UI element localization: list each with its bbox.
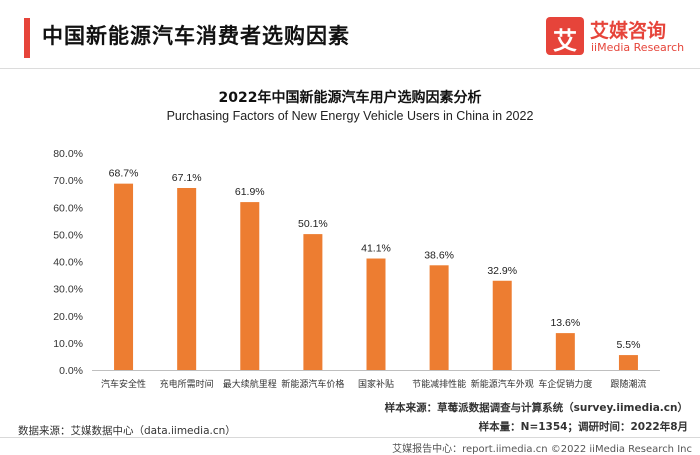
y-tick-label: 70.0% (53, 175, 83, 187)
bar (618, 355, 638, 370)
logo-mark-icon: 艾 (546, 17, 584, 55)
logo-text-en: iiMedia Research (591, 41, 685, 54)
chart-subtitle: Purchasing Factors of New Energy Vehicle… (166, 109, 534, 123)
x-tick-label: 跟随潮流 (610, 378, 646, 390)
bar (555, 333, 575, 370)
sample-source-note: 样本来源：草莓派数据调查与计算系统（survey.iimedia.cn） (384, 402, 688, 414)
y-tick-label: 80.0% (53, 148, 83, 160)
data-label: 67.1% (172, 172, 202, 184)
value-labels: 68.7% 67.1% 61.9% 50.1% 41.1% 38.6% 32.9% 13.6%… (109, 168, 641, 351)
y-tick-label: 10.0% (53, 338, 83, 350)
x-tick-label: 汽车安全性 (101, 378, 146, 390)
x-tick-label: 新能源汽车价格 (281, 378, 344, 390)
y-tick-label: 50.0% (53, 229, 83, 241)
x-tick-label: 节能减排性能 (412, 378, 466, 390)
y-tick-label: 60.0% (53, 202, 83, 214)
x-tick-label: 车企促销力度 (538, 378, 592, 390)
title-accent-bar (24, 18, 30, 58)
y-tick-label: 0.0% (59, 365, 83, 377)
data-label: 32.9% (487, 265, 517, 277)
page-title: 中国新能源汽车消费者选购因素 (42, 24, 350, 48)
bar (303, 234, 323, 370)
bar (366, 258, 386, 370)
data-label: 61.9% (235, 186, 265, 198)
iimedia-logo: 艾 艾媒咨询 iiMedia Research (546, 15, 686, 57)
data-label: 41.1% (361, 243, 391, 255)
bar (492, 280, 512, 370)
data-source-note: 数据来源：艾媒数据中心（data.iimedia.cn） (18, 425, 236, 437)
header-divider (0, 68, 700, 69)
footer-divider (0, 437, 700, 438)
data-label: 68.7% (109, 168, 139, 180)
x-tick-label: 最大续航里程 (223, 378, 277, 390)
bar (429, 265, 449, 370)
chart-title: 2022年中国新能源汽车用户选购因素分析 (218, 90, 482, 106)
y-tick-label: 20.0% (53, 311, 83, 323)
sample-size-note: 样本量：N=1354；调研时间：2022年8月 (478, 421, 688, 433)
bar (240, 202, 260, 370)
data-label: 5.5% (616, 339, 640, 351)
copyright-note: 艾媒报告中心：report.iimedia.cn ©2022 iiMedia R… (392, 444, 692, 455)
data-label: 50.1% (298, 218, 328, 230)
x-tick-label: 充电所需时间 (160, 378, 214, 390)
data-label: 13.6% (550, 317, 580, 329)
y-tick-label: 30.0% (53, 284, 83, 296)
x-tick-label: 新能源汽车外观 (471, 378, 534, 390)
y-axis: 0.0% 10.0% 20.0% 30.0% 40.0% 50.0% 60.0% 70.0% 8… (53, 148, 83, 377)
bar (114, 183, 134, 370)
logo-text-cn: 艾媒咨询 (590, 20, 667, 42)
x-axis: 汽车安全性 充电所需时间 最大续航里程 新能源汽车价格 国家补贴 节能减排性能 新能源汽车外… (92, 370, 660, 390)
data-label: 38.6% (424, 249, 454, 261)
bar (177, 187, 197, 370)
bars (114, 183, 638, 370)
x-tick-label: 国家补贴 (358, 378, 394, 390)
y-tick-label: 40.0% (53, 257, 83, 269)
